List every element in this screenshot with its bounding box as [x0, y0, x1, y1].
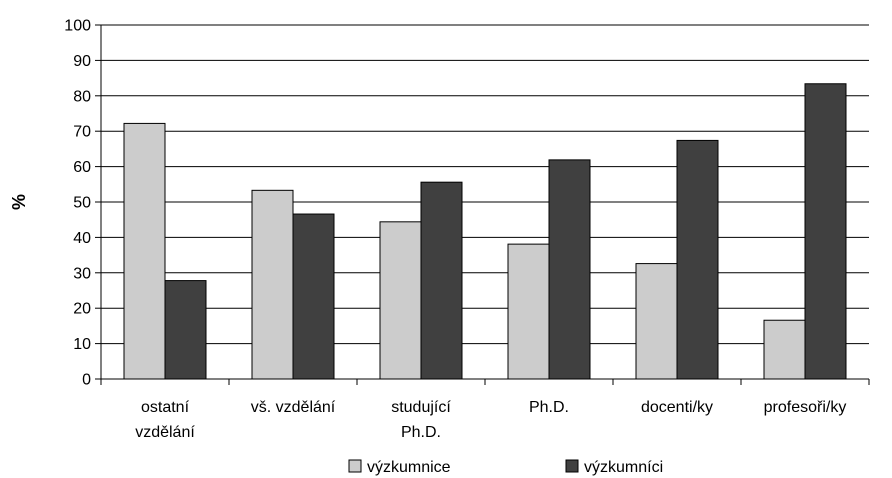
legend-label: výzkumníci: [584, 459, 663, 476]
bar-vyzkumnici: [676, 139, 719, 380]
bar-vyzkumnici: [292, 213, 335, 380]
legend-swatch: [565, 459, 579, 473]
category-label: vš. vzdělání: [251, 399, 336, 416]
y-tick-label: 0: [82, 372, 91, 389]
category-label: ostatní: [141, 399, 190, 416]
category-label: docenti/ky: [641, 399, 713, 416]
bar-vyzkumnice: [507, 243, 550, 380]
gridlines: [101, 24, 869, 345]
legend: výzkumnice výzkumníci: [348, 459, 663, 476]
y-tick-label: 10: [73, 336, 91, 353]
bar-vyzkumnici: [164, 280, 207, 380]
axes: [95, 24, 870, 385]
y-tick-label: 80: [73, 88, 91, 105]
bar-vyzkumnice: [123, 122, 166, 380]
bar-vyzkumnice: [251, 189, 294, 380]
y-tick-label: 60: [73, 159, 91, 176]
y-tick-label: 40: [73, 230, 91, 247]
category-label: profesoři/ky: [764, 399, 847, 416]
y-tick-label: 30: [73, 265, 91, 282]
y-axis-title: %: [9, 194, 29, 210]
y-tick-labels: 0 10 20 30 40 50 60 70 80 90 100: [64, 18, 91, 389]
bar-vyzkumnice: [635, 263, 678, 380]
bar-vyzkumnice: [379, 221, 422, 380]
category-label: Ph.D.: [529, 399, 569, 416]
y-tick-label: 20: [73, 301, 91, 318]
legend-label: výzkumnice: [367, 459, 451, 476]
category-label: studující: [391, 399, 451, 416]
y-tick-label: 100: [64, 18, 91, 35]
bar-vyzkumnici: [804, 83, 847, 380]
y-tick-label: 70: [73, 124, 91, 141]
category-labels: ostatní vzdělání vš. vzdělání studující Ph.D…: [135, 399, 846, 441]
legend-swatch: [348, 459, 362, 473]
y-tick-label: 50: [73, 195, 91, 212]
bar-vyzkumnici: [420, 181, 463, 380]
y-tick-label: 90: [73, 53, 91, 70]
bar-vyzkumnice: [763, 319, 806, 380]
bar-vyzkumnici: [548, 159, 591, 380]
category-label: Ph.D.: [401, 424, 441, 441]
category-label: vzdělání: [135, 424, 195, 441]
bars: [123, 83, 847, 380]
